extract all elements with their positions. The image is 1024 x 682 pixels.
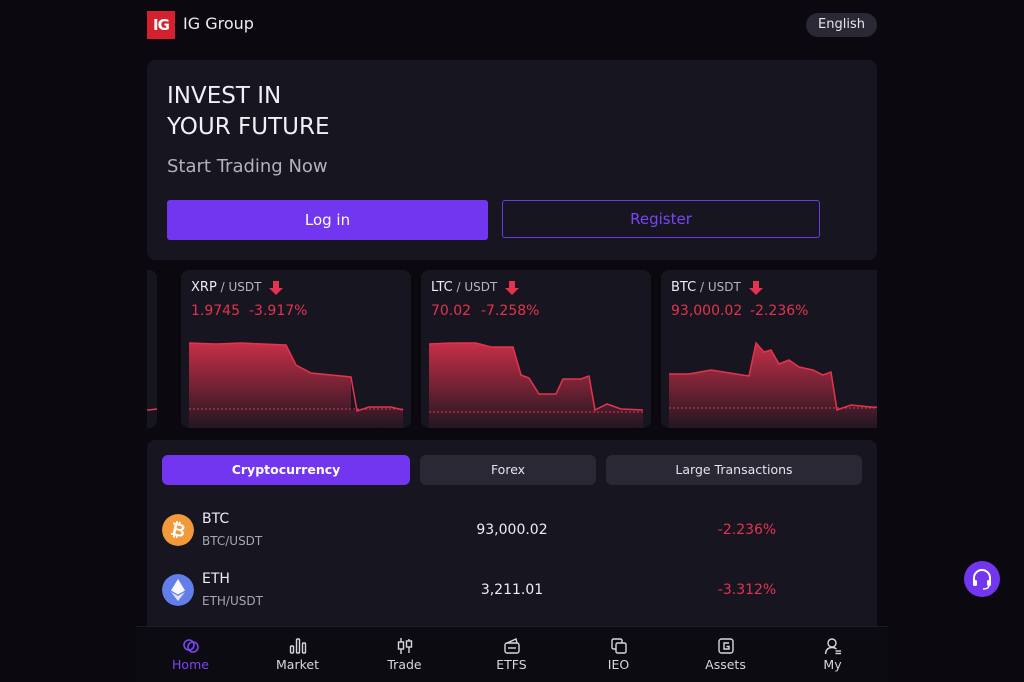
ticker-card-btc[interactable]: BTC / USDT 93,000.02 -2.236% bbox=[661, 270, 877, 428]
coin-pair: BTC/USDT bbox=[202, 534, 263, 548]
nav-etfs[interactable]: ETFS bbox=[458, 627, 565, 682]
hero-title-line2: YOUR FUTURE bbox=[167, 114, 330, 140]
ticker-pair: / USDT bbox=[452, 280, 498, 294]
market-icon bbox=[289, 638, 307, 654]
hero-title: INVEST IN YOUR FUTURE bbox=[167, 81, 329, 143]
headset-icon bbox=[973, 569, 991, 590]
ticker-card-xrp[interactable]: XRP / USDT 1.9745 -3.917% bbox=[181, 270, 411, 428]
coin-name: ETH bbox=[202, 571, 230, 587]
tab-cryptocurrency[interactable]: Cryptocurrency bbox=[162, 455, 410, 485]
ticker-price: 93,000.02 bbox=[671, 303, 743, 319]
bitcoin-icon: ₿ bbox=[162, 514, 194, 546]
ticker-change: -2.236% bbox=[750, 303, 809, 319]
ticker-pair: / USDT bbox=[216, 280, 262, 294]
ticker-price: 1.9745 bbox=[191, 303, 240, 319]
sparkline-partial bbox=[147, 408, 157, 411]
ticker-card-ltc[interactable]: LTC / USDT 70.02 -7.258% bbox=[421, 270, 651, 428]
nav-trade[interactable]: Trade bbox=[351, 627, 458, 682]
coin-price: 93,000.02 bbox=[476, 522, 548, 538]
coin-price: 3,211.01 bbox=[480, 582, 544, 598]
bottom-navigation: Home Market Trade ET bbox=[136, 626, 888, 682]
register-button[interactable]: Register bbox=[502, 200, 820, 238]
market-panel: Cryptocurrency Forex Large Transactions … bbox=[147, 440, 877, 626]
ticker-symbol-text: XRP bbox=[191, 280, 217, 295]
assets-icon bbox=[718, 638, 734, 654]
nav-label: ETFS bbox=[496, 657, 527, 672]
ticker-price: 70.02 bbox=[431, 303, 472, 319]
tab-forex[interactable]: Forex bbox=[420, 455, 596, 485]
hero-title-line1: INVEST IN bbox=[167, 83, 282, 109]
nav-assets[interactable]: Assets bbox=[672, 627, 779, 682]
sparkline-ltc bbox=[428, 342, 644, 428]
hero-subtitle: Start Trading Now bbox=[167, 156, 328, 177]
brand-name: IG Group bbox=[183, 14, 254, 33]
down-arrow-icon bbox=[269, 281, 283, 295]
ticker-change: -3.917% bbox=[249, 303, 308, 319]
home-icon bbox=[183, 639, 199, 653]
ticker-carousel[interactable]: XRP / USDT 1.9745 -3.917% LTC / USDT 70.… bbox=[147, 270, 877, 428]
etfs-icon bbox=[504, 638, 520, 654]
nav-label: Trade bbox=[387, 657, 422, 672]
ticker-symbol: BTC / USDT bbox=[671, 280, 741, 295]
header: IG IG Group English bbox=[147, 10, 877, 40]
trade-icon bbox=[397, 638, 413, 654]
ticker-symbol-text: BTC bbox=[671, 280, 697, 295]
app-root: IG IG Group English INVEST IN YOUR FUTUR… bbox=[136, 0, 888, 682]
coin-change: -2.236% bbox=[717, 522, 777, 538]
user-icon bbox=[824, 638, 841, 655]
ticker-pair: / USDT bbox=[696, 280, 741, 294]
nav-my[interactable]: My bbox=[779, 627, 886, 682]
ticker-change: -7.258% bbox=[481, 303, 540, 319]
sparkline-btc bbox=[669, 341, 877, 428]
ig-logo[interactable]: IG bbox=[147, 11, 175, 39]
nav-label: IEO bbox=[607, 657, 630, 672]
down-arrow-icon bbox=[749, 281, 763, 295]
nav-label: Assets bbox=[705, 657, 746, 672]
customer-support-button[interactable] bbox=[964, 561, 1000, 597]
ticker-symbol: LTC / USDT bbox=[431, 280, 497, 295]
language-selector[interactable]: English bbox=[806, 13, 877, 37]
tab-large-transactions[interactable]: Large Transactions bbox=[606, 455, 862, 485]
coin-pair: ETH/USDT bbox=[202, 594, 263, 608]
ieo-icon bbox=[611, 638, 627, 654]
nav-label: Home bbox=[172, 657, 209, 672]
coin-name: BTC bbox=[202, 511, 230, 527]
ticker-symbol: XRP / USDT bbox=[191, 280, 261, 295]
nav-label: Market bbox=[276, 657, 319, 672]
market-row-eth[interactable]: ETH ETH/USDT 3,211.01 -3.312% bbox=[147, 560, 877, 620]
svg-text:₿: ₿ bbox=[169, 519, 188, 543]
hero-banner: INVEST IN YOUR FUTURE Start Trading Now … bbox=[147, 60, 877, 260]
ethereum-icon bbox=[162, 574, 194, 606]
nav-ieo[interactable]: IEO bbox=[565, 627, 672, 682]
login-button[interactable]: Log in bbox=[167, 200, 488, 240]
market-row-btc[interactable]: ₿ BTC BTC/USDT 93,000.02 -2.236% bbox=[147, 500, 877, 560]
down-arrow-icon bbox=[505, 281, 519, 295]
nav-label: My bbox=[823, 657, 842, 672]
sparkline-xrp bbox=[188, 342, 404, 428]
coin-change: -3.312% bbox=[717, 582, 777, 598]
nav-market[interactable]: Market bbox=[244, 627, 351, 682]
ticker-symbol-text: LTC bbox=[431, 280, 453, 295]
ticker-card-partial[interactable] bbox=[147, 270, 157, 428]
nav-home[interactable]: Home bbox=[137, 627, 244, 682]
